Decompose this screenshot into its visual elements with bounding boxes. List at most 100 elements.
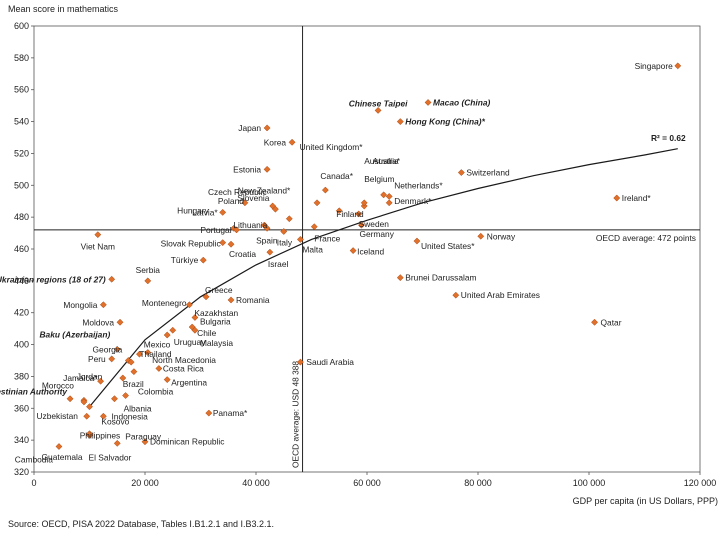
point-label: Jordan — [77, 372, 103, 382]
x-ticks: 0 20 000 40 000 60 000 80 000 100 000 120 000 — [31, 472, 716, 488]
point-label: Thailand — [139, 349, 171, 359]
oecd-average-gdp-label: OECD average: USD 48 388 — [291, 361, 301, 468]
point-label: Hong Kong (China)* — [405, 117, 485, 127]
point-labels: Singapore Macao (China) Chinese Taipei Hong… — [0, 61, 673, 465]
point-label: Malaysia — [200, 338, 233, 348]
data-point — [219, 208, 227, 216]
data-point — [219, 239, 227, 247]
data-point — [285, 215, 293, 223]
data-point — [227, 240, 235, 248]
data-point — [385, 192, 393, 200]
y-tick-label: 380 — [14, 371, 29, 381]
point-label: Switzerland — [466, 168, 510, 178]
point-label: Colombia — [138, 387, 174, 397]
point-label: Brazil — [123, 379, 144, 389]
point-label: Belgium — [364, 174, 394, 184]
point-label: Georgia — [93, 345, 123, 355]
data-point — [135, 350, 143, 358]
point-label: Morocco — [42, 380, 74, 390]
data-point — [86, 430, 93, 438]
data-point — [191, 314, 199, 321]
data-point — [296, 235, 304, 243]
data-point — [355, 210, 363, 218]
data-point — [119, 374, 127, 382]
point-label: Uzbekistan — [37, 411, 79, 421]
x-tick-label: 80 000 — [464, 478, 492, 488]
point-label: Malta — [302, 244, 323, 254]
data-point — [477, 232, 485, 240]
data-point — [357, 221, 365, 229]
point-label: Croatia — [229, 249, 256, 259]
data-point — [313, 199, 321, 207]
point-label: Spain — [256, 235, 278, 245]
x-tick-label: 0 — [31, 478, 36, 488]
point-label: Mexico — [144, 340, 171, 350]
point-label: Paraguay — [125, 431, 162, 441]
point-label: Singapore — [635, 61, 674, 71]
data-point — [233, 226, 241, 234]
data-point — [185, 301, 193, 309]
data-point — [310, 223, 318, 231]
data-point — [83, 412, 91, 420]
point-label: Costa Rica — [163, 363, 204, 373]
data-point — [144, 277, 152, 285]
point-label: Denmark* — [394, 196, 432, 206]
point-label: Türkiye — [171, 255, 199, 265]
y-tick-label: 580 — [14, 53, 29, 63]
y-tick-label: 340 — [14, 435, 29, 445]
data-point — [122, 392, 130, 399]
point-label: Ireland* — [622, 193, 652, 203]
source-note: Source: OECD, PISA 2022 Database, Tables… — [8, 519, 274, 529]
y-tick-label: 500 — [14, 180, 29, 190]
point-label: Norway — [487, 231, 516, 241]
point-label: Guatemala — [42, 452, 83, 462]
y-tick-label: 460 — [14, 244, 29, 254]
point-label: United Arab Emirates — [461, 290, 540, 300]
data-point — [349, 247, 357, 255]
point-label: Qatar — [601, 317, 622, 327]
point-label: Iceland — [357, 247, 384, 257]
point-label: Greece — [205, 285, 233, 295]
data-point — [227, 296, 235, 304]
y-tick-label: 600 — [14, 21, 29, 31]
data-point — [202, 293, 210, 301]
point-label: Israel — [268, 259, 289, 269]
point-label: Finland — [336, 209, 364, 219]
data-point — [263, 165, 271, 173]
data-point — [55, 443, 63, 450]
data-point — [263, 124, 271, 132]
oecd-average-score-label: OECD average: 472 points — [596, 233, 696, 243]
data-point — [452, 291, 460, 299]
data-point — [80, 398, 88, 406]
point-label: Peru — [88, 354, 106, 364]
data-point — [113, 345, 121, 353]
y-tick-label: 420 — [14, 308, 29, 318]
data-point — [385, 199, 393, 207]
point-label: Panama* — [213, 408, 248, 418]
point-label: Korea — [264, 137, 287, 147]
point-label: Viet Nam — [81, 242, 115, 252]
y-tick-label: 400 — [14, 340, 29, 350]
data-point — [271, 205, 279, 213]
data-point — [321, 186, 329, 194]
point-label: Brunei Darussalam — [405, 273, 476, 283]
point-label: Philippines — [80, 430, 121, 440]
data-point — [169, 326, 177, 334]
point-label: France — [314, 234, 340, 244]
data-point — [97, 377, 105, 385]
data-point — [396, 274, 404, 282]
point-label: Chinese Taipei — [349, 98, 408, 108]
point-label: Latvia* — [192, 207, 218, 217]
point-label: Austria — [373, 156, 399, 166]
point-label: Czech Republic — [208, 187, 267, 197]
point-label: Netherlands* — [394, 180, 443, 190]
y-tick-label: 320 — [14, 467, 29, 477]
data-point — [263, 224, 271, 232]
point-label: Mongolia — [63, 300, 97, 310]
data-points — [55, 62, 682, 450]
data-point — [360, 199, 368, 207]
data-point — [99, 412, 107, 420]
data-point — [86, 403, 93, 411]
point-label: Dominican Republic — [150, 437, 224, 447]
